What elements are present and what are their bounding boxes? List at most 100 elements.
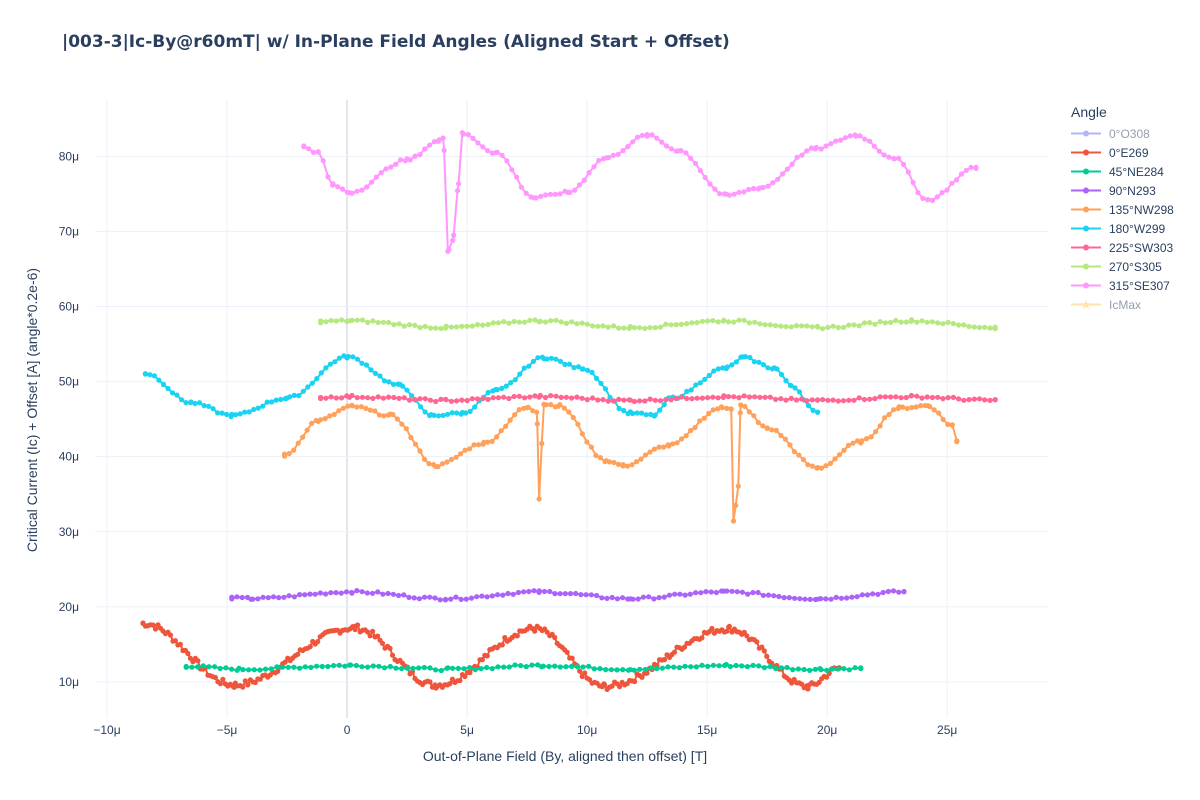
data-point (363, 405, 369, 411)
data-point (443, 323, 449, 329)
data-point (463, 596, 469, 602)
data-point (433, 398, 439, 405)
legend-item-180°W299[interactable]: 180°W299 (1066, 219, 1196, 238)
legend-item-0°E269[interactable]: 0°E269 (1066, 143, 1196, 162)
data-point (323, 395, 329, 401)
data-point (257, 667, 263, 673)
data-point (900, 161, 907, 167)
data-point (931, 407, 937, 413)
data-point (212, 674, 218, 681)
data-point (778, 371, 785, 378)
data-point (644, 133, 650, 139)
legend-item-45°NE284[interactable]: 45°NE284 (1066, 162, 1196, 181)
legend-item-IcMax[interactable]: ★ IcMax (1066, 295, 1196, 314)
data-point (510, 591, 516, 597)
legend-item-0°O308[interactable]: 0°O308 (1066, 124, 1196, 143)
data-point (461, 666, 467, 672)
data-point (291, 664, 297, 670)
data-point (407, 157, 413, 163)
data-point (752, 394, 758, 400)
data-point (692, 160, 699, 167)
data-point (541, 588, 548, 595)
data-point (370, 395, 376, 401)
data-point (312, 591, 318, 597)
data-point (336, 355, 342, 361)
data-point (846, 667, 853, 673)
data-point (386, 379, 392, 385)
data-point (800, 457, 807, 463)
data-point (846, 322, 852, 328)
data-point (270, 594, 277, 600)
legend-item-135°NW298[interactable]: 135°NW298 (1066, 200, 1196, 219)
data-point (459, 323, 465, 329)
data-point (317, 590, 323, 596)
series-layer (140, 130, 998, 693)
data-point (359, 360, 365, 366)
data-point (449, 410, 455, 416)
data-point (462, 673, 468, 680)
data-point (532, 393, 538, 399)
legend-item-225°SW303[interactable]: 225°SW303 (1066, 238, 1196, 257)
data-point (495, 395, 501, 401)
legend-item-270°S305[interactable]: 270°S305 (1066, 257, 1196, 276)
data-point (632, 678, 638, 685)
data-point (376, 412, 382, 418)
data-point (776, 593, 782, 600)
data-point (830, 397, 836, 403)
data-point (615, 461, 622, 467)
data-point (372, 408, 378, 414)
data-point (728, 406, 734, 412)
data-point (940, 396, 946, 402)
data-point (858, 665, 864, 671)
data-point (849, 594, 855, 600)
data-point (389, 652, 396, 658)
legend-label: 270°S305 (1109, 259, 1162, 274)
data-point (403, 426, 409, 432)
data-point (160, 381, 167, 388)
data-point (982, 397, 988, 403)
data-point (794, 154, 800, 160)
data-point (949, 180, 955, 186)
data-point (349, 190, 355, 196)
data-point (338, 590, 344, 596)
data-point (454, 410, 460, 416)
data-point (873, 429, 879, 435)
data-point (688, 664, 694, 670)
data-point (404, 665, 410, 671)
data-point (255, 596, 261, 602)
data-point (229, 411, 235, 417)
data-point (572, 187, 578, 193)
data-point (710, 662, 717, 668)
data-point (717, 191, 723, 197)
data-point (687, 591, 693, 597)
data-point (591, 666, 597, 672)
data-point (177, 641, 183, 648)
data-point (792, 595, 798, 601)
data-point (968, 164, 974, 170)
data-point (489, 593, 495, 599)
data-point (760, 592, 766, 599)
data-point (608, 667, 615, 673)
series-line (283, 403, 958, 522)
y-tick-label: 10μ (59, 675, 79, 689)
data-point (815, 397, 821, 403)
data-point (417, 325, 423, 331)
legend-swatch (1071, 244, 1101, 251)
data-point (438, 325, 444, 332)
data-point (354, 188, 360, 194)
data-point (569, 319, 575, 325)
data-point (614, 667, 620, 673)
legend-item-90°N293[interactable]: 90°N293 (1066, 181, 1196, 200)
data-point (647, 396, 653, 402)
data-point (297, 592, 303, 598)
data-point (192, 400, 198, 407)
legend-swatch (1071, 225, 1101, 232)
data-point (406, 397, 413, 403)
legend-item-315°SE307[interactable]: 315°SE307 (1066, 276, 1196, 295)
data-point (427, 679, 433, 685)
data-point (683, 150, 689, 156)
data-point (574, 321, 580, 327)
data-point (439, 461, 446, 467)
data-point (212, 664, 218, 670)
